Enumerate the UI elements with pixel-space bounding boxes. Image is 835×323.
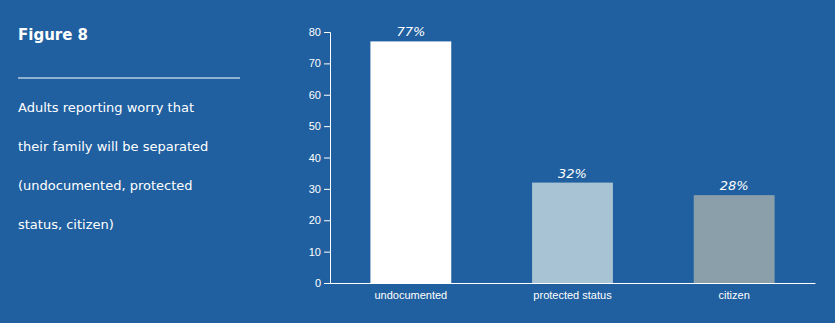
y-tick: 50 [309,120,330,132]
y-tick-mark [324,95,330,96]
y-tick-mark [324,63,330,64]
y-tick: 80 [309,26,330,38]
bar [694,195,775,283]
x-tick-label: protected status [533,289,612,301]
y-tick: 60 [309,89,330,101]
data-label: 28% [720,178,749,193]
data-label: 77% [396,24,425,39]
annotation: status, citizen) [18,217,114,232]
y-tick-label: 20 [309,214,321,226]
y-tick-mark [324,126,330,127]
y-tick-mark [324,220,330,221]
bars [370,41,774,283]
y-axis-line [324,33,331,284]
x-axis-line [331,283,816,284]
plot: 0 10 20 30 40 50 60 70 80 undocumented protected s… [309,24,816,300]
bar [532,183,613,283]
x-tick: protected status [533,289,612,301]
x-tick-label: citizen [719,289,750,301]
annotation: (undocumented, protected [18,178,193,193]
title: Figure 8 [18,26,88,44]
title-rule [18,77,240,78]
y-tick: 20 [309,214,330,226]
background [0,0,835,323]
annotation: their family will be separated [18,139,208,154]
y-tick: 30 [309,183,330,195]
y-tick-label: 60 [309,89,321,101]
y-tick: 0 [315,277,330,289]
x-axis: undocumented protected status citizen [331,284,816,301]
y-tick-label: 50 [309,120,321,132]
x-tick: citizen [719,289,750,301]
annotation: Adults reporting worry that [18,100,194,115]
x-tick: undocumented [374,289,447,301]
y-tick-mark [324,283,330,284]
data-labels: 77% 32% 28% [396,24,748,193]
y-tick-label: 80 [309,26,321,38]
y-tick-mark [324,252,330,253]
y-tick-label: 30 [309,183,321,195]
y-tick-label: 70 [309,57,321,69]
y-tick: 10 [309,246,330,258]
y-tick: 40 [309,152,330,164]
y-tick-label: 40 [309,152,321,164]
x-tick-label: undocumented [374,289,447,301]
y-tick-label: 10 [309,246,321,258]
data-label: 32% [558,166,587,181]
y-axis: 0 10 20 30 40 50 60 70 80 [309,26,331,289]
y-tick-mark [324,189,330,190]
y-tick: 70 [309,57,330,69]
chart: Figure 8 Adults reporting worry that their… [0,0,835,323]
y-tick-mark [324,32,330,33]
bar [370,41,451,283]
y-tick-mark [324,158,330,159]
y-tick-label: 0 [315,277,321,289]
